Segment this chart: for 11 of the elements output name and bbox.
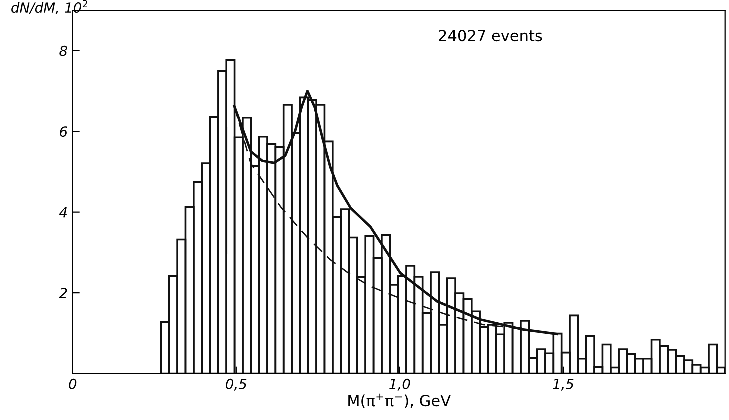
x-tick-label: 1,0 bbox=[390, 378, 410, 391]
y-tick-label: 2 bbox=[59, 288, 68, 298]
x-tick-label: 0,5 bbox=[226, 378, 247, 391]
y-tick-label: 6 bbox=[60, 126, 68, 138]
x-tick-label: 0 bbox=[69, 378, 77, 390]
y-tick-label: 4 bbox=[59, 207, 68, 218]
x-axis-title: M(π$^{+}$π$^{−}$), GeV bbox=[348, 394, 451, 408]
y-tick-label: 8 bbox=[60, 46, 68, 56]
y-axis-title: dN/dM, 10$^{2}$ bbox=[12, 0, 88, 14]
annotation: 24027 events bbox=[439, 30, 542, 42]
x-tick-label: 1,5 bbox=[553, 379, 574, 391]
